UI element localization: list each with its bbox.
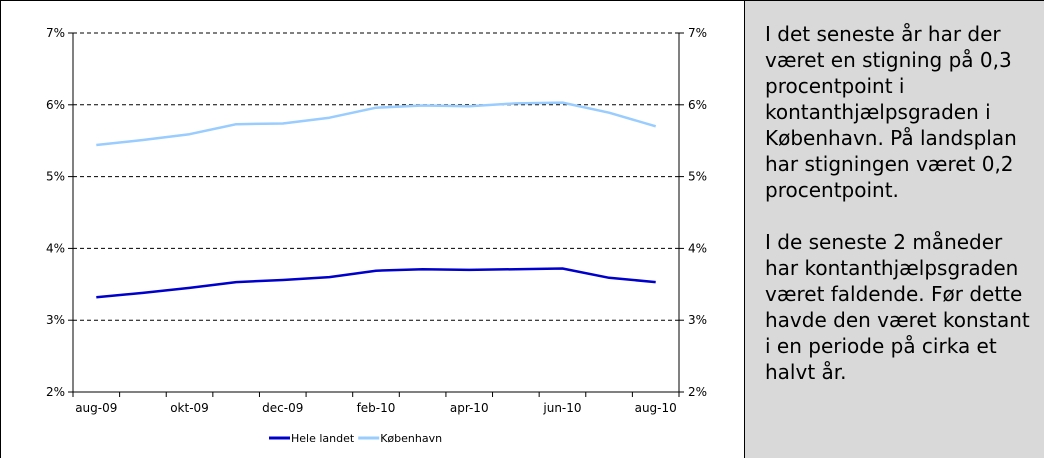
x-tick-label: feb-10 (357, 401, 396, 415)
y-tick-label-left: 4% (46, 241, 65, 255)
axes (68, 32, 684, 397)
y-tick-label-right: 5% (688, 170, 707, 184)
x-tick-label: aug-09 (75, 401, 117, 415)
legend-label: Hele landet (291, 432, 355, 445)
commentary-paragraph-2: I de seneste 2 måneder har kontanthjælps… (765, 230, 1030, 384)
y-tick-label-right: 4% (688, 241, 707, 255)
legend: Hele landet København (269, 432, 442, 445)
series-line-københavn (96, 101, 657, 147)
x-tick-label: apr-10 (450, 401, 489, 415)
commentary-panel: I det seneste år har der været en stigni… (745, 0, 1044, 458)
y-tick-label-left: 2% (46, 385, 65, 399)
commentary-paragraph-1: I det seneste år har der været en stigni… (765, 22, 1017, 202)
x-tick-label: aug-10 (635, 401, 677, 415)
series-line-hele-landet (96, 267, 656, 299)
y-tick-label-left: 5% (46, 170, 65, 184)
x-tick-label: okt-09 (170, 401, 209, 415)
y-tick-label-right: 6% (688, 98, 707, 112)
y-tick-label-right: 7% (688, 26, 707, 40)
y-tick-label-right: 3% (688, 313, 707, 327)
y-tick-label-left: 7% (46, 26, 65, 40)
series-lines (96, 101, 657, 299)
tick-labels: 2% 2% 3% 3% 4% 4% 5% 5% 6% 6% 7% 7% aug-09 okt-09 dec-… (46, 26, 707, 415)
x-tick-label: jun-10 (542, 401, 581, 415)
legend-label: København (380, 432, 442, 445)
y-tick-label-left: 3% (46, 313, 65, 327)
chart-panel: 2% 2% 3% 3% 4% 4% 5% 5% 6% 6% 7% 7% aug-09 okt-09 dec-… (0, 0, 745, 458)
y-tick-label-right: 2% (688, 385, 707, 399)
y-tick-label-left: 6% (46, 98, 65, 112)
line-chart: 2% 2% 3% 3% 4% 4% 5% 5% 6% 6% 7% 7% aug-09 okt-09 dec-… (46, 26, 707, 445)
x-tick-label: dec-09 (262, 401, 303, 415)
grid-lines (73, 32, 679, 321)
